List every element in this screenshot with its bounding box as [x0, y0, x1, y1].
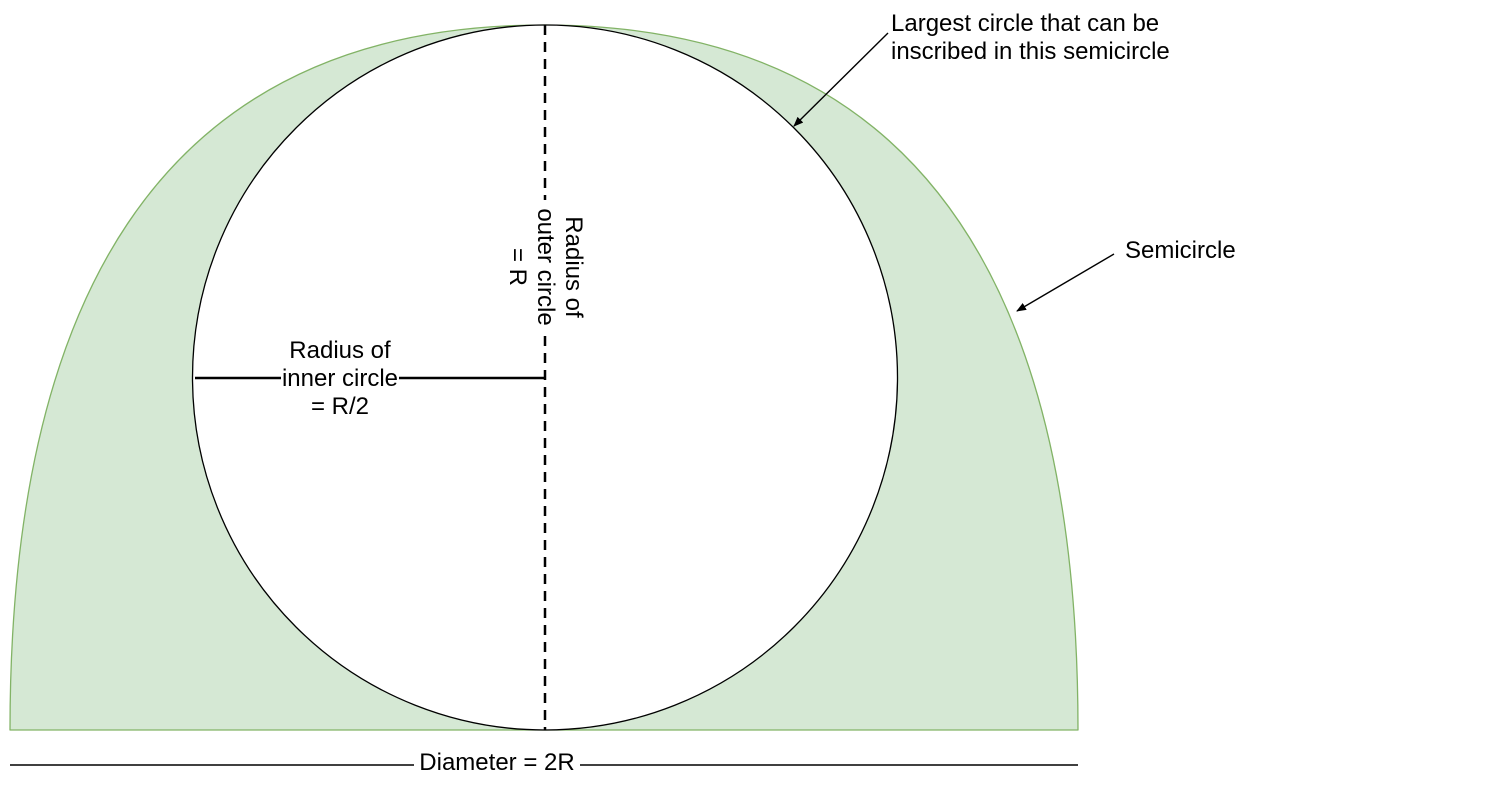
arrow-to-semicircle [1016, 253, 1115, 312]
semicircle-annotation: Semicircle [1125, 237, 1236, 264]
diameter-label: Diameter = 2R [419, 749, 575, 776]
inscribed-circle-annotation: Largest circle that can be inscribed in … [891, 10, 1170, 65]
arrow-to-inscribed-circle [793, 32, 889, 127]
inner-radius-label: Radius of inner circle = R/2 [281, 337, 399, 420]
outer-radius-label: Radius of outer circle = R [504, 208, 587, 326]
